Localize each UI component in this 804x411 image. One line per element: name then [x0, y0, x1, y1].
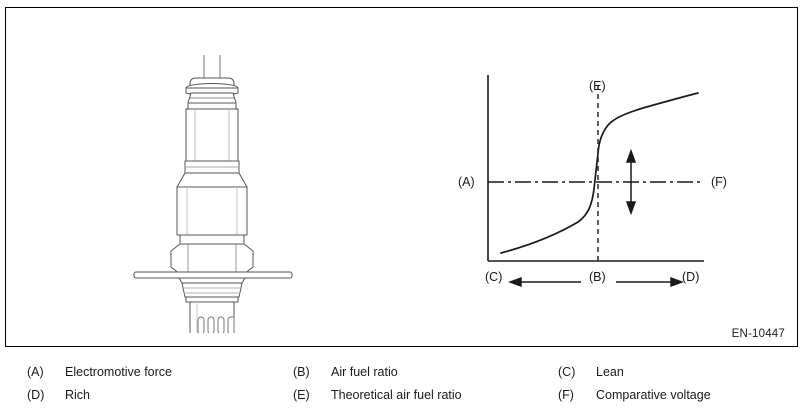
electromotive-force-curve — [500, 92, 699, 254]
rich-arrow-head — [670, 277, 685, 287]
legend-item-b: (B) Air fuel ratio — [293, 364, 398, 380]
legend-key-f: (F) — [558, 388, 574, 402]
legend-item-a: (A) Electromotive force — [27, 364, 172, 380]
legend-key-a: (A) — [27, 365, 44, 379]
chart-label-b: (B) — [589, 270, 606, 284]
sensor-taper — [176, 172, 248, 188]
voltage-swing-down-head — [625, 201, 637, 216]
oxygen-sensor-illustration — [133, 55, 293, 333]
sensor-lower-body — [176, 186, 248, 236]
sensor-gasket-flange — [133, 271, 293, 279]
electromotive-force-chart — [487, 75, 704, 287]
legend-text-d: Rich — [65, 388, 91, 402]
chart-label-e: (E) — [589, 79, 606, 93]
sensor-thread-section — [181, 282, 243, 298]
legend-key-b: (B) — [293, 365, 310, 379]
sensor-neck — [179, 234, 245, 245]
voltage-swing-arrows — [625, 148, 637, 216]
legend-key-c: (C) — [558, 365, 576, 379]
voltage-swing-up-head — [625, 148, 637, 163]
chart-label-c: (C) — [485, 270, 503, 284]
legend-text-a: Electromotive force — [65, 365, 172, 379]
legend-item-c: (C) Lean — [558, 364, 624, 380]
sensor-hex-nut — [170, 243, 254, 275]
chart-label-a: (A) — [458, 175, 475, 189]
legend-text-c: Lean — [596, 365, 624, 379]
axis-direction-arrows — [507, 277, 685, 287]
sensor-upper-body — [185, 108, 239, 162]
legend-text-f: Comparative voltage — [596, 388, 711, 402]
sensor-collar-lower — [187, 102, 237, 110]
legend-item-d: (D) Rich — [27, 387, 90, 403]
sensor-tube-slot-3 — [217, 316, 225, 333]
sensor-tube-step — [185, 296, 239, 303]
sensor-tube-slot-2 — [207, 316, 215, 333]
chart-label-d: (D) — [682, 270, 700, 284]
drawing-code: EN-10447 — [731, 328, 785, 340]
figure-legend: (A) Electromotive force (B) Air fuel ratio… — [5, 358, 798, 406]
sensor-washer — [178, 277, 246, 284]
legend-text-b: Air fuel ratio — [331, 365, 398, 379]
lean-arrow-head — [507, 277, 522, 287]
legend-item-e: (E) Theoretical air fuel ratio — [293, 387, 462, 403]
legend-key-e: (E) — [293, 388, 310, 402]
sensor-tube-slot-4 — [227, 316, 235, 333]
legend-key-d: (D) — [27, 388, 45, 402]
legend-item-f: (F) Comparative voltage — [558, 387, 711, 403]
figure-frame: (A) (E) (F) (C) (B) (D) EN-10447 — [5, 7, 798, 347]
chart-label-f: (F) — [711, 175, 727, 189]
sensor-tube-slot-1 — [197, 316, 205, 333]
legend-text-e: Theoretical air fuel ratio — [331, 388, 462, 402]
